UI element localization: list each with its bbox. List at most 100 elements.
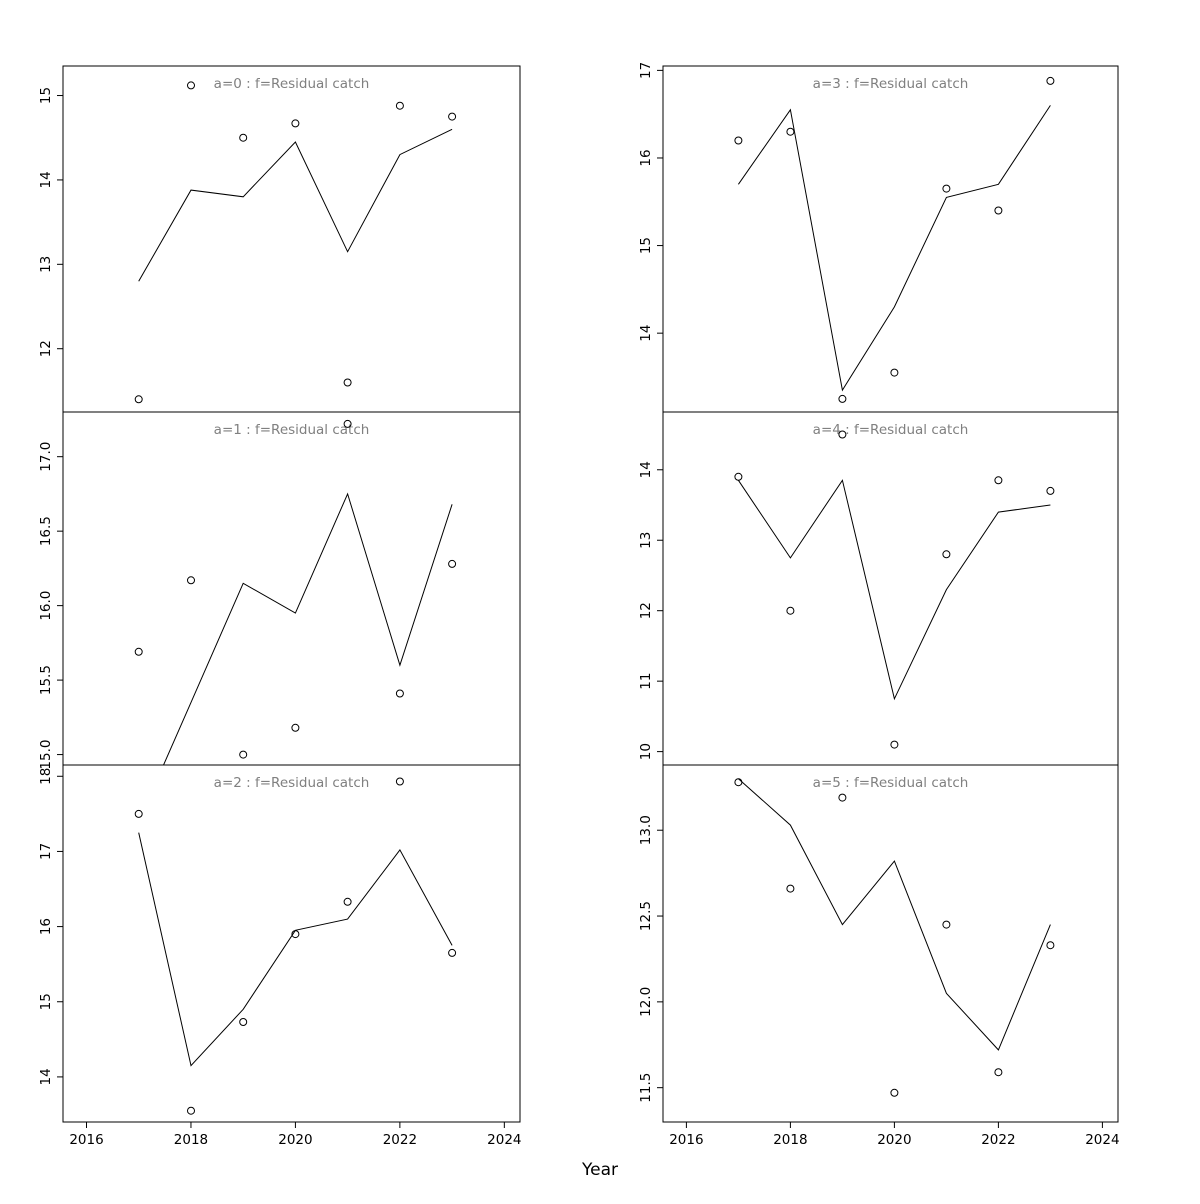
observed-point [291, 723, 300, 732]
x-tick-label: 2020 [278, 1132, 312, 1148]
y-tick-label: 14 [38, 1068, 54, 1085]
panel-2: a=2 : f=Residual catch 14 15 16 17 18 2016 2018… [38, 764, 522, 1148]
observed-point [734, 778, 743, 787]
observed-point [134, 647, 143, 656]
panel-0: a=0 : f=Residual catch 12 13 14 15 [38, 65, 521, 413]
y-tick-label: 14 [38, 171, 54, 188]
fitted-line [162, 492, 453, 765]
observed-point [1046, 941, 1055, 950]
fitted-line [737, 479, 1051, 701]
observed-point [838, 793, 847, 802]
x-tick-label: 2016 [669, 1132, 703, 1148]
y-tick-label: 13.0 [638, 815, 654, 845]
observed-point [291, 930, 300, 939]
y-tick-label: 17 [638, 62, 654, 79]
fitted-line [138, 128, 453, 282]
y-tick-label: 11.5 [638, 1073, 654, 1103]
observed-point [786, 606, 795, 615]
panel-1: a=1 : f=Residual catch 15.0 15.5 16.0 16.5 17… [38, 411, 521, 770]
observed-point [838, 394, 847, 403]
y-tick-label: 15 [38, 87, 54, 104]
y-tick-label: 14 [638, 325, 654, 342]
x-tick-label: 2022 [981, 1132, 1015, 1148]
observed-point [448, 112, 457, 121]
panel-title: a=1 : f=Residual catch [214, 422, 370, 438]
observed-point [890, 740, 899, 749]
observed-point [994, 476, 1003, 485]
observed-point [942, 920, 951, 929]
x-tick-label: 2020 [877, 1132, 911, 1148]
panel-3: a=3 : f=Residual catch 14 15 16 17 [638, 62, 1119, 413]
panel-border [62, 411, 521, 766]
fitted-line [738, 778, 1051, 1051]
y-tick-label: 16 [638, 149, 654, 166]
panel-border [62, 65, 521, 413]
observed-point [239, 133, 248, 142]
y-tick-label: 18 [38, 768, 54, 785]
x-tick-label: 2018 [773, 1132, 807, 1148]
observed-point [187, 576, 195, 585]
observed-point [395, 689, 404, 698]
y-tick-label: 14 [638, 461, 654, 478]
panel-title: a=5 : f=Residual catch [813, 775, 969, 791]
observed-point [838, 430, 847, 439]
observed-point [395, 101, 404, 110]
observed-point [134, 395, 143, 404]
observed-point [134, 809, 143, 818]
observed-point [786, 127, 795, 136]
x-tick-label: 2022 [383, 1132, 417, 1148]
y-tick-label: 15.0 [38, 740, 54, 770]
observed-point [994, 1068, 1003, 1077]
observed-point [343, 378, 352, 387]
panel-title: a=3 : f=Residual catch [813, 76, 969, 92]
panel-border [662, 411, 1119, 766]
observed-point [942, 184, 951, 193]
observed-point [239, 750, 248, 759]
observed-point [187, 81, 195, 90]
observed-point [448, 948, 457, 957]
panel-title: a=2 : f=Residual catch [214, 775, 370, 791]
observed-point [890, 1088, 899, 1097]
observed-point [1046, 76, 1055, 85]
observed-point [448, 559, 457, 568]
y-tick-label: 15 [638, 237, 654, 254]
y-tick-label: 13 [38, 256, 54, 273]
observed-point [343, 897, 352, 906]
x-tick-label: 2018 [174, 1132, 208, 1148]
y-tick-label: 15 [38, 993, 54, 1010]
panel-5: a=5 : f=Residual catch 11.5 12.0 12.5 13.0 20… [638, 764, 1120, 1148]
panel-border [662, 65, 1119, 413]
y-tick-label: 16.0 [38, 591, 54, 621]
y-tick-label: 16 [38, 918, 54, 935]
observed-point [786, 884, 795, 893]
y-tick-label: 17 [38, 843, 54, 860]
panel-title: a=0 : f=Residual catch [214, 76, 370, 92]
observed-point [291, 119, 300, 128]
y-tick-label: 17.0 [38, 442, 54, 472]
panel-4: a=4 : f=Residual catch 10 11 12 13 14 [638, 411, 1119, 766]
y-tick-label: 12 [38, 340, 54, 357]
observed-point [734, 136, 743, 145]
y-tick-label: 10 [638, 743, 654, 760]
observed-point [942, 550, 951, 559]
observed-point [1046, 486, 1055, 495]
y-tick-label: 15.5 [38, 665, 54, 695]
observed-point [343, 419, 352, 428]
x-tick-label: 2024 [487, 1132, 521, 1148]
y-tick-label: 12 [638, 602, 654, 619]
y-tick-label: 11 [638, 673, 654, 690]
panel-border [62, 764, 521, 1123]
y-tick-label: 13 [638, 532, 654, 549]
observed-point [994, 206, 1003, 215]
fitted-line [737, 105, 1051, 392]
panel-title: a=4 : f=Residual catch [813, 422, 969, 438]
observed-point [239, 1018, 248, 1026]
y-tick-label: 12.0 [638, 987, 654, 1017]
fitted-line [138, 832, 453, 1067]
y-tick-label: 16.5 [38, 516, 54, 546]
x-axis-title: Year [582, 1160, 618, 1180]
observed-point [395, 777, 404, 786]
x-tick-label: 2016 [69, 1132, 103, 1148]
x-tick-label: 2024 [1085, 1132, 1119, 1148]
